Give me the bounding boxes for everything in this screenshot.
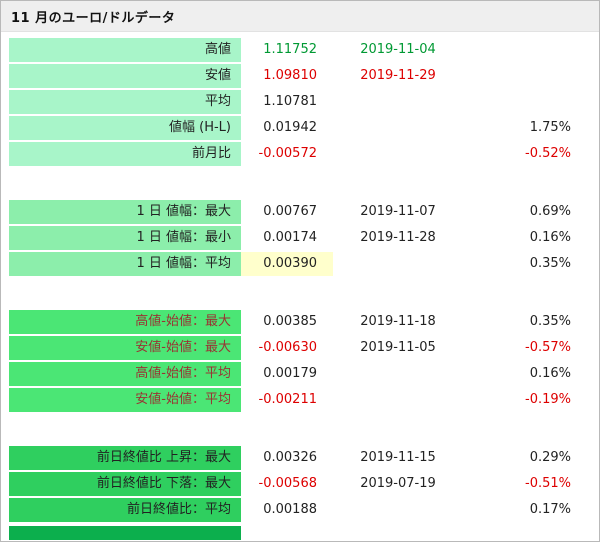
row-label: 1 日 値幅：最小 [9, 226, 241, 250]
data-table: 高値 1.11752 2019-11-04 安値 1.09810 2019-11… [9, 38, 593, 540]
row-pct: 0.69% [463, 200, 593, 224]
row-pct [463, 90, 593, 114]
row-value: 0.00767 [241, 200, 333, 224]
row-label: 前日終値比 下落：最大 [9, 472, 241, 496]
row-date [333, 252, 463, 276]
row-value: 0.00188 [241, 498, 333, 522]
table-group-next-partial-row [9, 526, 241, 540]
row-date: 2019-11-28 [333, 226, 463, 250]
row-date [333, 498, 463, 522]
row-date: 2019-11-15 [333, 446, 463, 470]
row-date [333, 90, 463, 114]
table-group-monthly-summary: 高値 1.11752 2019-11-04 安値 1.09810 2019-11… [9, 38, 593, 166]
table-row: 値幅 (H-L) 0.01942 1.75% [9, 116, 593, 140]
row-date: 2019-11-07 [333, 200, 463, 224]
table-row: 1 日 値幅：平均 0.00390 0.35% [9, 252, 593, 276]
row-pct: 0.17% [463, 498, 593, 522]
table-group-daily-range: 1 日 値幅：最大 0.00767 2019-11-07 0.69% 1 日 値… [9, 200, 593, 276]
row-label: 1 日 値幅：最大 [9, 200, 241, 224]
table-row: 高値-始値：最大 0.00385 2019-11-18 0.35% [9, 310, 593, 334]
page-title: 11 月のユーロ/ドルデータ [11, 10, 176, 26]
row-date [333, 388, 463, 412]
row-value: -0.00630 [241, 336, 333, 360]
table-row: 安値-始値：平均 -0.00211 -0.19% [9, 388, 593, 412]
row-date: 2019-11-05 [333, 336, 463, 360]
table-group-high-low-vs-open: 高値-始値：最大 0.00385 2019-11-18 0.35% 安値-始値：… [9, 310, 593, 412]
row-date: 2019-11-04 [333, 38, 463, 62]
row-label: 安値-始値：最大 [9, 336, 241, 360]
row-pct: 0.35% [463, 310, 593, 334]
row-pct: -0.51% [463, 472, 593, 496]
table-row: 1 日 値幅：最大 0.00767 2019-11-07 0.69% [9, 200, 593, 224]
row-pct: -0.19% [463, 388, 593, 412]
row-label: 1 日 値幅：平均 [9, 252, 241, 276]
row-date: 2019-11-29 [333, 64, 463, 88]
row-date: 2019-11-18 [333, 310, 463, 334]
row-label: 安値 [9, 64, 241, 88]
row-pct [463, 64, 593, 88]
table-row: 安値 1.09810 2019-11-29 [9, 64, 593, 88]
row-value: 0.00326 [241, 446, 333, 470]
row-value: 1.09810 [241, 64, 333, 88]
row-date [333, 116, 463, 140]
table-group-vs-previous-close: 前日終値比 上昇：最大 0.00326 2019-11-15 0.29% 前日終… [9, 446, 593, 522]
row-label: 値幅 (H-L) [9, 116, 241, 140]
row-date [333, 142, 463, 166]
row-value-highlighted: 0.00390 [241, 252, 333, 276]
row-value: 0.00179 [241, 362, 333, 386]
row-value: 0.01942 [241, 116, 333, 140]
row-label: 高値-始値：最大 [9, 310, 241, 334]
table-row: 前日終値比 上昇：最大 0.00326 2019-11-15 0.29% [9, 446, 593, 470]
table-row: 前日終値比：平均 0.00188 0.17% [9, 498, 593, 522]
row-pct: 1.75% [463, 116, 593, 140]
row-label: 前月比 [9, 142, 241, 166]
row-pct: 0.29% [463, 446, 593, 470]
row-label: 高値 [9, 38, 241, 62]
row-label: 平均 [9, 90, 241, 114]
row-value: 1.11752 [241, 38, 333, 62]
row-pct [463, 38, 593, 62]
row-value: -0.00211 [241, 388, 333, 412]
table-row: 1 日 値幅：最小 0.00174 2019-11-28 0.16% [9, 226, 593, 250]
row-label: 前日終値比：平均 [9, 498, 241, 522]
table-row: 安値-始値：最大 -0.00630 2019-11-05 -0.57% [9, 336, 593, 360]
table-row: 平均 1.10781 [9, 90, 593, 114]
row-label: 前日終値比 上昇：最大 [9, 446, 241, 470]
row-pct: 0.35% [463, 252, 593, 276]
table-row: 前日終値比 下落：最大 -0.00568 2019-07-19 -0.51% [9, 472, 593, 496]
table-row: 高値-始値：平均 0.00179 0.16% [9, 362, 593, 386]
row-pct: 0.16% [463, 226, 593, 250]
row-value: 0.00174 [241, 226, 333, 250]
row-label: 安値-始値：平均 [9, 388, 241, 412]
row-label: 高値-始値：平均 [9, 362, 241, 386]
row-value: 0.00385 [241, 310, 333, 334]
row-value: 1.10781 [241, 90, 333, 114]
row-date [333, 362, 463, 386]
table-row: 前月比 -0.00572 -0.52% [9, 142, 593, 166]
row-date: 2019-07-19 [333, 472, 463, 496]
page-header: 11 月のユーロ/ドルデータ [1, 1, 599, 32]
row-pct: -0.57% [463, 336, 593, 360]
row-value: -0.00568 [241, 472, 333, 496]
row-pct: -0.52% [463, 142, 593, 166]
row-value: -0.00572 [241, 142, 333, 166]
row-pct: 0.16% [463, 362, 593, 386]
table-row: 高値 1.11752 2019-11-04 [9, 38, 593, 62]
